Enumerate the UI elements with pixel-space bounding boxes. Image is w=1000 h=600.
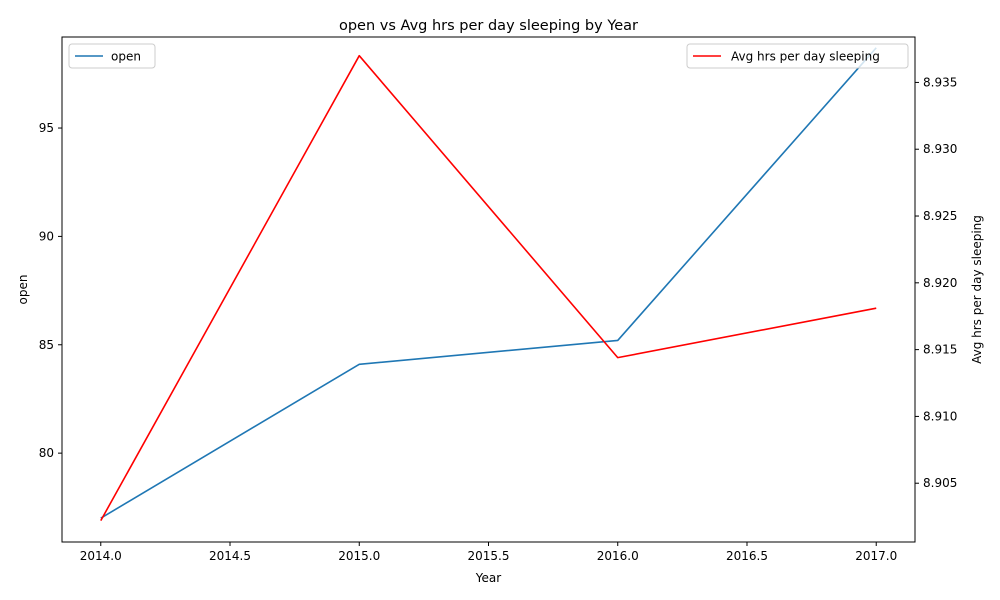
x-tick-label: 2015.0 — [338, 549, 380, 563]
y-left-tick-label: 95 — [39, 121, 54, 135]
legend-right-frame — [686, 43, 909, 69]
legend-left-frame — [68, 43, 156, 69]
chart-title: open vs Avg hrs per day sleeping by Year — [339, 18, 638, 34]
legend-right-label: Avg hrs per day sleeping — [731, 50, 880, 64]
y-right-tick-label: 8.910 — [923, 409, 957, 423]
x-tick-label: 2016.5 — [726, 549, 768, 563]
legend-left-label: open — [111, 50, 141, 64]
y-left-axis-label: open — [16, 275, 30, 305]
series-line-avg-hrs-sleeping — [100, 54, 877, 522]
y-left-tick-label: 90 — [39, 229, 54, 243]
y-right-tick-label: 8.935 — [923, 75, 957, 89]
legend-right: Avg hrs per day sleeping — [686, 43, 909, 69]
y-right-axis-label: Avg hrs per day sleeping — [970, 215, 984, 364]
y-left-axis-ticks: 80 85 90 95 — [39, 121, 62, 460]
y-left-tick-label: 80 — [39, 446, 54, 460]
x-tick-label: 2014.5 — [209, 549, 251, 563]
series-layer — [100, 47, 877, 522]
y-right-tick-label: 8.925 — [923, 209, 957, 223]
legend-left: open — [68, 43, 156, 69]
x-axis-label: Year — [475, 571, 501, 585]
y-right-tick-label: 8.915 — [923, 343, 957, 357]
x-axis-ticks: 2014.0 2014.5 2015.0 2015.5 2016.0 2016.5 2017… — [80, 542, 897, 563]
y-right-tick-label: 8.930 — [923, 142, 957, 156]
y-right-tick-label: 8.905 — [923, 476, 957, 490]
y-right-tick-label: 8.920 — [923, 276, 957, 290]
x-tick-label: 2014.0 — [80, 549, 122, 563]
y-left-tick-label: 85 — [39, 338, 54, 352]
x-tick-label: 2016.0 — [597, 549, 639, 563]
plot-area-frame — [61, 36, 916, 543]
y-right-axis-ticks: 8.905 8.910 8.915 8.920 8.925 8.930 8.935 — [915, 75, 957, 490]
x-tick-label: 2015.5 — [468, 549, 510, 563]
x-tick-label: 2017.0 — [855, 549, 897, 563]
series-line-open — [100, 47, 877, 519]
